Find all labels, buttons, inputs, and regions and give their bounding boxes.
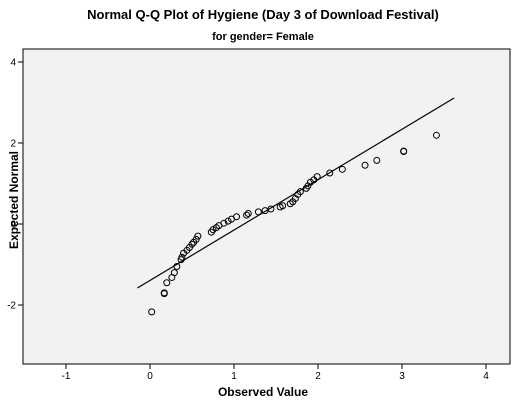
data-point bbox=[296, 188, 304, 196]
reference-line bbox=[137, 97, 455, 289]
data-point bbox=[267, 205, 275, 213]
y-tick-label: -2 bbox=[7, 301, 16, 312]
x-axis-label: Observed Value bbox=[218, 385, 308, 399]
data-point bbox=[279, 202, 287, 210]
data-point bbox=[170, 269, 178, 277]
data-point bbox=[194, 232, 202, 240]
data-point bbox=[254, 208, 262, 216]
data-point bbox=[188, 240, 196, 248]
data-point bbox=[173, 263, 181, 271]
data-point bbox=[233, 213, 241, 221]
data-point bbox=[373, 156, 381, 164]
plot-area bbox=[22, 48, 511, 365]
data-point bbox=[220, 219, 228, 227]
y-tick-label: 0 bbox=[10, 220, 16, 231]
data-point bbox=[243, 211, 251, 219]
data-point bbox=[163, 279, 171, 287]
data-point bbox=[432, 131, 440, 139]
data-point bbox=[178, 253, 186, 261]
x-tick-label: 4 bbox=[483, 371, 489, 382]
data-point bbox=[326, 169, 334, 177]
data-point bbox=[338, 165, 346, 173]
data-point bbox=[400, 147, 408, 155]
x-tick-label: 2 bbox=[315, 371, 321, 382]
data-point bbox=[313, 173, 321, 181]
x-tick-label: 0 bbox=[147, 371, 153, 382]
data-point bbox=[244, 209, 252, 217]
chart-subtitle: for gender= Female bbox=[212, 31, 314, 43]
data-point bbox=[160, 289, 168, 297]
data-point bbox=[361, 161, 369, 169]
chart-title: Normal Q-Q Plot of Hygiene (Day 3 of Dow… bbox=[87, 7, 439, 22]
y-tick-label: 4 bbox=[10, 58, 16, 69]
y-tick-label: 2 bbox=[10, 139, 16, 150]
data-point bbox=[148, 308, 156, 316]
x-tick-label: -1 bbox=[62, 371, 71, 382]
y-axis-label: Expected Normal bbox=[7, 151, 21, 249]
x-tick-label: 1 bbox=[231, 371, 237, 382]
x-tick-label: 3 bbox=[399, 371, 405, 382]
